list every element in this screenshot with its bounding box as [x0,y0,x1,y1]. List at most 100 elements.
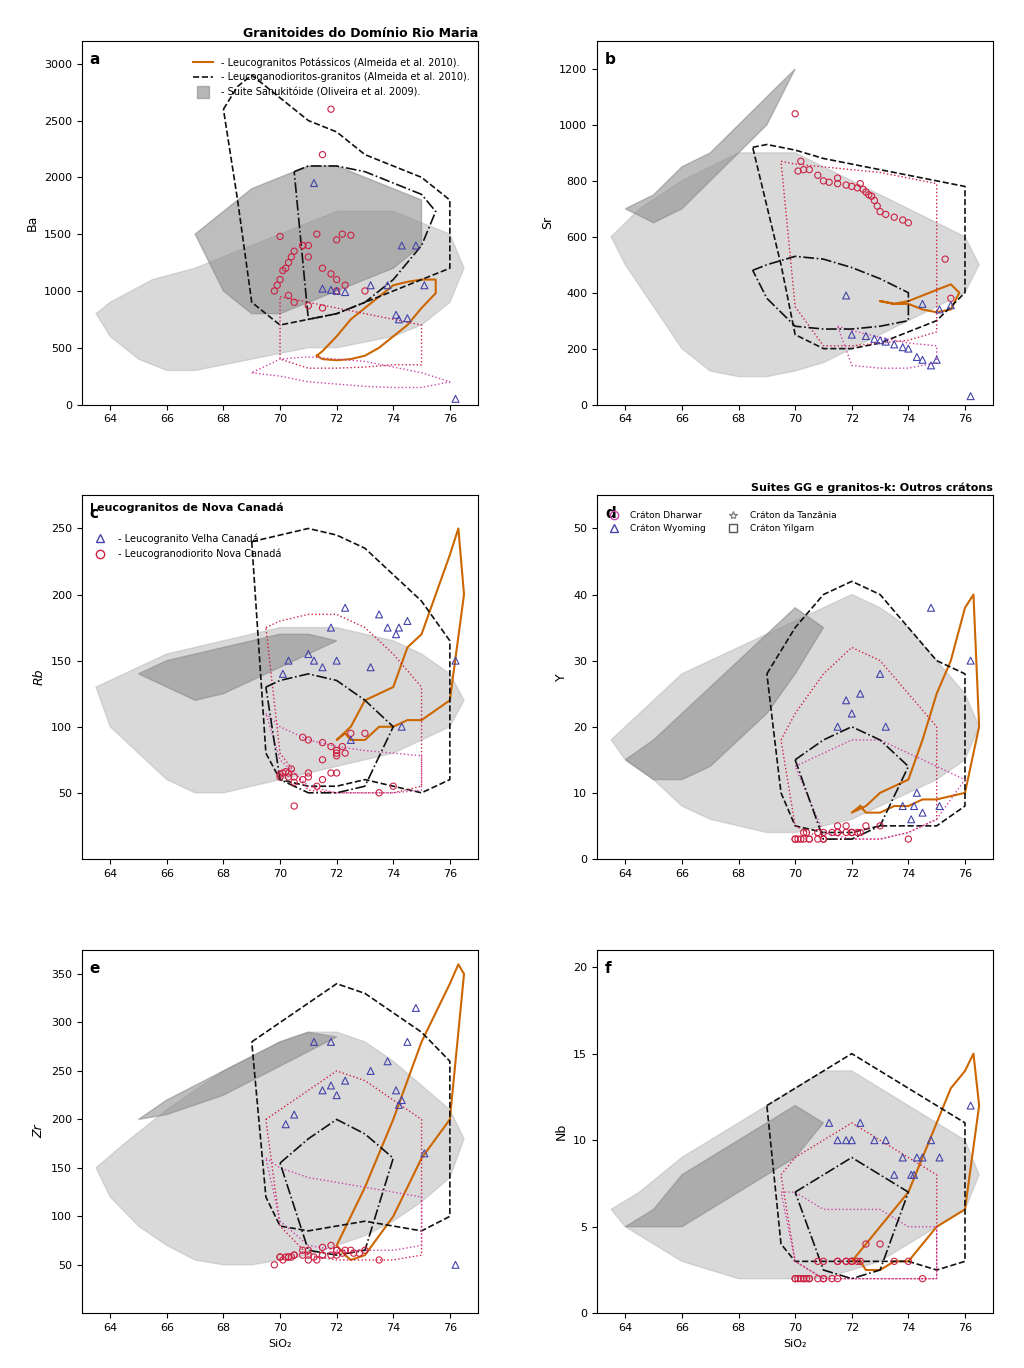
Point [295,1244,311,1265]
Point [829,715,846,737]
Point [810,164,826,186]
Point [306,1031,323,1053]
Point [306,172,323,194]
Point [408,234,424,256]
Point [943,294,959,316]
Point [295,234,311,256]
Point [281,650,297,672]
Point [931,795,947,817]
Point [329,1085,345,1107]
Point [281,285,297,306]
Point [849,822,865,844]
Point [371,603,387,625]
Point [314,297,331,319]
Point [844,175,860,197]
Point [416,1142,432,1164]
Point [271,1246,288,1268]
Point [790,828,806,850]
Point [829,1250,846,1272]
Point [860,183,877,205]
Y-axis label: Nb: Nb [555,1123,567,1140]
Point [838,815,854,837]
Point [295,234,311,256]
Point [295,1239,311,1261]
Point [308,776,325,798]
Point [334,736,350,758]
Point [810,828,826,850]
Point [799,822,815,844]
Point [787,103,804,124]
Point [269,275,286,297]
Y-axis label: Rb: Rb [33,669,45,685]
Point [278,761,294,782]
Point [790,1268,806,1290]
Point [858,1233,874,1254]
Point [416,275,432,297]
Point [878,1129,894,1150]
Point [356,1239,373,1261]
Point [823,1268,840,1290]
Point [266,280,283,302]
Point [300,766,316,788]
Point [323,617,339,639]
Point [943,287,959,309]
Point [286,772,302,793]
Point [900,828,916,850]
Point [284,1246,300,1268]
Point [300,729,316,751]
Point [329,743,345,765]
Point [908,782,925,804]
Point [286,1104,302,1126]
Point [399,610,416,632]
Point [878,331,894,353]
Point [314,1244,331,1265]
Point [271,766,288,788]
Point [852,1250,868,1272]
Point [852,172,868,194]
Point [337,596,353,618]
Point [388,1079,404,1101]
Point [838,689,854,711]
Point [903,1164,920,1186]
Point [844,703,860,725]
Point [886,1250,902,1272]
Point [281,1246,297,1268]
Point [447,1254,464,1276]
Point [329,762,345,784]
Point [829,1250,846,1272]
Point [793,828,809,850]
Point [362,275,379,297]
Point [914,802,931,824]
Point [329,280,345,302]
Point [852,1112,868,1134]
Point [356,722,373,744]
Point [314,1079,331,1101]
Point [866,1129,883,1150]
Point [308,223,325,245]
Point [391,617,408,639]
Point [388,304,404,326]
Polygon shape [196,166,422,313]
Point [821,1112,838,1134]
X-axis label: SiO₂: SiO₂ [268,1338,292,1349]
Point [323,736,339,758]
Point [801,1268,817,1290]
Point [852,683,868,705]
Point [796,1268,812,1290]
Y-axis label: Zr: Zr [33,1124,45,1138]
Point [278,257,294,279]
Point [829,1268,846,1290]
Point [787,828,804,850]
Point [300,246,316,268]
Point [923,354,939,376]
Polygon shape [611,153,979,376]
Point [821,171,838,193]
Point [306,650,323,672]
Point [337,1070,353,1092]
Point [271,226,288,248]
Point [886,334,902,356]
Point [815,1250,831,1272]
Point [793,150,809,172]
Point [903,808,920,830]
Point [801,159,817,181]
